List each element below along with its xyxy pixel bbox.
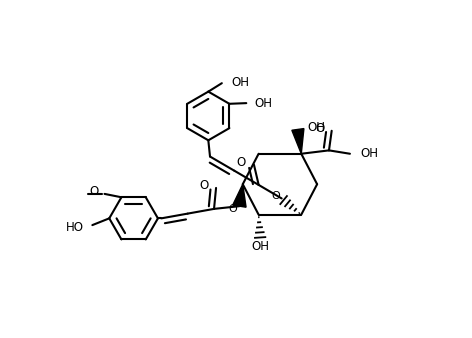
Text: OH: OH [255, 97, 273, 110]
Text: O: O [228, 204, 237, 214]
Polygon shape [233, 184, 246, 207]
Text: OH: OH [360, 147, 378, 160]
Text: O: O [236, 156, 246, 169]
Text: OH: OH [251, 240, 270, 253]
Text: O: O [89, 185, 99, 198]
Text: O: O [271, 191, 280, 201]
Text: OH: OH [307, 121, 325, 134]
Text: HO: HO [66, 221, 84, 234]
Text: O: O [199, 179, 209, 192]
Text: O: O [315, 122, 324, 135]
Polygon shape [292, 128, 304, 154]
Text: OH: OH [231, 76, 249, 89]
